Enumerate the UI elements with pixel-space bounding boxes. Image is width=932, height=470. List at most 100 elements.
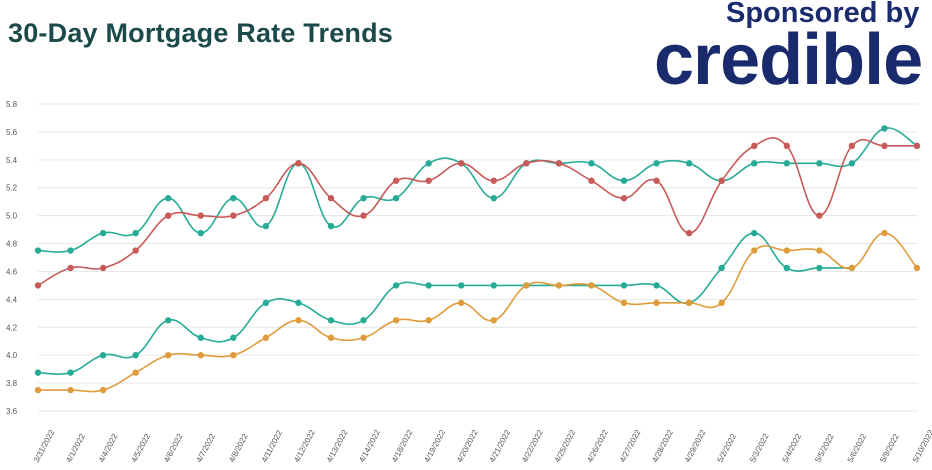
x-tick-label: 5/6/2022 (846, 432, 869, 464)
data-point (34, 282, 42, 289)
data-point (295, 160, 302, 167)
data-point (425, 282, 432, 289)
data-point (197, 212, 204, 219)
data-point (392, 282, 400, 289)
y-tick-label: 4.8 (6, 240, 18, 249)
data-point (816, 264, 823, 272)
data-point (262, 334, 270, 341)
series-3 (34, 229, 921, 394)
x-tick-label: 5/2/2022 (715, 432, 738, 464)
y-tick-label: 5.2 (6, 184, 18, 193)
data-point (458, 282, 465, 289)
x-tick-label: 4/5/2022 (129, 432, 152, 464)
x-tick-label: 4/20/2022 (455, 428, 480, 464)
data-point (816, 212, 823, 219)
y-tick-label: 5.4 (6, 156, 18, 165)
data-point (653, 299, 660, 307)
data-point (165, 212, 172, 219)
y-tick-label: 5.8 (6, 100, 18, 109)
data-point (360, 334, 367, 341)
y-tick-label: 4.2 (6, 323, 18, 332)
y-tick-label: 4.6 (6, 267, 18, 276)
data-point (620, 177, 628, 184)
data-point (392, 317, 400, 324)
data-point (913, 264, 921, 272)
y-tick-label: 5.0 (6, 212, 18, 221)
data-point (751, 142, 758, 150)
data-point (685, 299, 693, 307)
data-point (67, 264, 74, 272)
x-tick-label: 4/8/2022 (227, 432, 250, 464)
x-tick-label: 4/25/2022 (553, 428, 578, 464)
data-point (751, 229, 758, 237)
data-point (620, 299, 628, 307)
x-tick-label: 4/11/2022 (260, 428, 285, 464)
data-point (67, 369, 74, 376)
data-point (588, 282, 595, 289)
data-point (848, 160, 856, 167)
y-tick-label: 4.0 (6, 351, 18, 360)
series-line (38, 232, 918, 393)
data-point (197, 351, 204, 359)
axis-layer: 3.6 3.8 4.0 4.2 4.4 4.6 4.8 5.0 5.2 5.4 5.6 5.8 3/31… (6, 100, 932, 464)
data-point (165, 317, 172, 324)
series-1 (34, 137, 921, 289)
data-point (718, 177, 725, 184)
data-point (99, 264, 107, 272)
data-point (685, 160, 693, 167)
data-point (490, 194, 497, 202)
series-line (37, 232, 852, 375)
y-tick-label: 5.6 (6, 128, 18, 137)
data-point (751, 247, 758, 254)
data-point (67, 386, 74, 394)
data-point (295, 299, 302, 307)
data-point (295, 317, 302, 324)
data-point (523, 160, 530, 167)
data-point (881, 142, 888, 150)
data-point (132, 229, 139, 237)
data-point (327, 194, 335, 202)
data-point (392, 194, 400, 202)
data-point (425, 317, 432, 324)
data-point (230, 334, 237, 341)
data-point (685, 229, 693, 237)
x-tick-label: 4/12/2022 (292, 428, 317, 464)
grid-layer (38, 103, 918, 412)
data-point (620, 282, 628, 289)
data-point (262, 222, 270, 230)
data-point (230, 212, 237, 219)
data-point (99, 351, 107, 359)
series-line (37, 137, 917, 287)
data-point (165, 194, 172, 202)
data-point (425, 177, 432, 184)
data-point (132, 369, 139, 376)
data-point (458, 299, 465, 307)
x-tick-label: 5/9/2022 (878, 432, 901, 464)
data-point (425, 160, 432, 167)
data-point (653, 160, 660, 167)
x-tick-label: 5/5/2022 (813, 432, 836, 464)
data-point (34, 247, 42, 254)
y-tick-label: 3.6 (6, 407, 18, 416)
data-point (132, 247, 139, 254)
y-tick-label: 3.8 (6, 379, 18, 388)
x-tick-label: 4/14/2022 (357, 428, 382, 464)
x-tick-label: 3/31/2022 (32, 428, 57, 464)
chart-title: 30-Day Mortgage Rate Trends (8, 18, 394, 48)
data-point (783, 160, 790, 167)
y-tick-label: 4.4 (6, 295, 18, 304)
data-point (588, 177, 595, 184)
credible-logo: credible (654, 20, 923, 100)
x-tick-label: 4/4/2022 (97, 432, 120, 464)
data-point (555, 282, 563, 289)
x-tick-label: 4/21/2022 (488, 428, 513, 464)
data-point (197, 334, 204, 341)
data-point (230, 194, 237, 202)
data-point (262, 299, 270, 307)
x-tick-label: 4/7/2022 (195, 432, 218, 464)
x-tick-label: 4/6/2022 (162, 432, 185, 464)
data-point (523, 282, 530, 289)
x-tick-label: 5/10/2022 (911, 428, 932, 464)
data-point (490, 177, 497, 184)
